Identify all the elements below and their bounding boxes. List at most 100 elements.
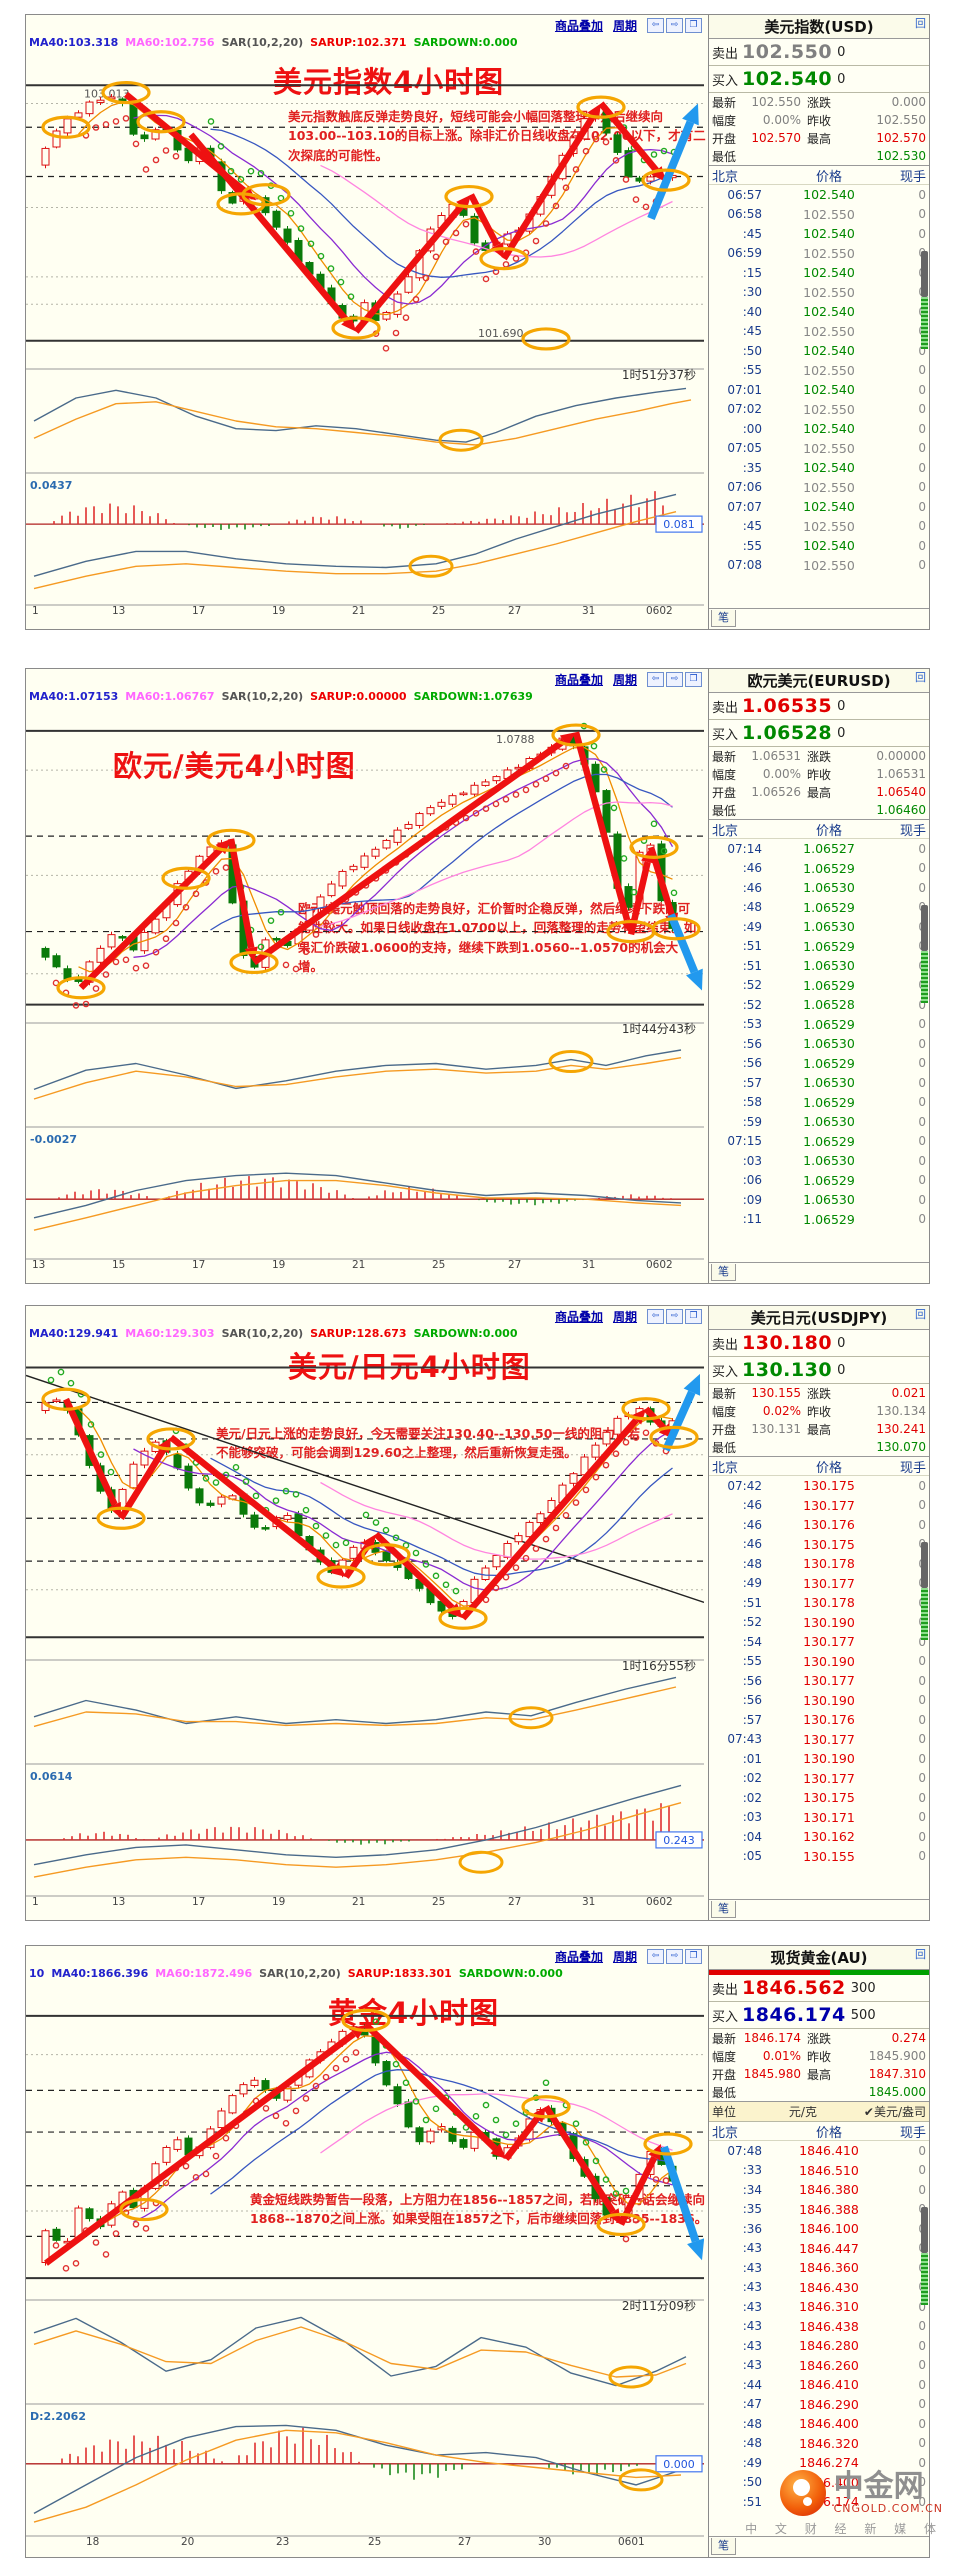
scrollbar[interactable] — [921, 1542, 928, 1640]
tick-price: 1.06530 — [803, 1192, 855, 1208]
candlestick-chart[interactable]: 103.013 101.690 0.0437 0.081 1 13 17 19 21 25 27 31… — [26, 53, 704, 615]
tick-volume: 0 — [918, 382, 926, 397]
prev-window-icon[interactable]: ⇦ — [647, 1949, 664, 1964]
tick-row: :11 1.06529 0 — [709, 1210, 929, 1230]
scrollbar[interactable] — [921, 905, 928, 1003]
tick-row: :06 1.06529 0 — [709, 1171, 929, 1191]
unit-cny-option[interactable]: 元/克 — [788, 2105, 817, 2119]
tick-price: 1846.510 — [799, 2162, 859, 2178]
header-volume: 现手 — [899, 169, 926, 185]
tick-time: :30 — [742, 285, 762, 300]
tick-time: :43 — [742, 2299, 762, 2314]
next-window-icon[interactable]: ⇨ — [666, 1309, 683, 1324]
overlay-commodity-link[interactable]: 商品叠加 — [554, 673, 603, 687]
field-label: 涨跌 — [807, 2031, 832, 2046]
tick-row: :46 1.06530 0 — [709, 878, 929, 898]
field-label: 最低 — [712, 2085, 737, 2100]
candlestick-chart[interactable]: D:2.2062 0.000 18 20 23 25 27 30 0601 — [26, 1984, 704, 2546]
tick-price: 130.178 — [803, 1595, 855, 1611]
tile-windows-icon[interactable]: ❐ — [685, 1309, 702, 1324]
tick-price: 1846.380 — [799, 2182, 859, 2198]
overlay-commodity-link[interactable]: 商品叠加 — [554, 1950, 603, 1964]
svg-text:0.0437: 0.0437 — [30, 479, 72, 492]
candlestick-chart[interactable]: 1.0788 -0.0027 13 15 17 19 21 25 27 31 0602 — [26, 707, 704, 1269]
tick-price: 1846.400 — [799, 2416, 859, 2432]
tick-price: 130.176 — [803, 1517, 855, 1533]
svg-text:17: 17 — [192, 1896, 205, 1906]
tick-time: :46 — [742, 861, 762, 876]
field-label: 昨收 — [807, 2049, 832, 2064]
period-link[interactable]: 周期 — [612, 19, 637, 33]
quote-panel: 欧元美元(EURUSD) 回 卖出 1.06535 0 买入 1.06528 0… — [708, 669, 929, 1283]
cngold-logo-icon — [779, 2470, 826, 2516]
tab-ticks[interactable]: 笔 — [711, 610, 736, 627]
tick-price: 1846.310 — [799, 2299, 859, 2315]
tick-row: :04 130.162 0 — [709, 1827, 929, 1847]
field-value: 102.570 — [876, 131, 926, 145]
panel-usd-index: 商品叠加 周期 ⇦ ⇨ ❐ MA40:103.318 MA60:102.756 SA… — [25, 14, 930, 630]
tick-time: :15 — [742, 265, 762, 280]
scrollbar[interactable] — [921, 251, 928, 349]
tick-row: :02 130.177 0 — [709, 1769, 929, 1789]
tab-ticks[interactable]: 笔 — [711, 1264, 736, 1281]
tick-time: 07:01 — [727, 382, 762, 397]
tick-price: 130.190 — [803, 1692, 855, 1708]
tick-time: :55 — [742, 1654, 762, 1669]
tick-volume: 0 — [918, 558, 926, 573]
overlay-commodity-link[interactable]: 商品叠加 — [554, 19, 603, 33]
next-window-icon[interactable]: ⇨ — [666, 1949, 683, 1964]
scrollbar[interactable] — [921, 2207, 928, 2305]
quote-summary-fields: 最新 1.06531 涨跌 0.00000 幅度 0.00% 昨收 1.06531 开盘 1.06… — [709, 747, 929, 820]
header-time: 北京 — [712, 1460, 739, 1476]
tick-time: 06:58 — [727, 207, 762, 222]
tile-windows-icon[interactable]: ❐ — [685, 672, 702, 687]
tick-time: :46 — [742, 880, 762, 895]
quote-field-row: 幅度 0.00% 昨收 102.550 — [709, 111, 929, 129]
ma-label: SARUP:102.371 — [310, 36, 407, 49]
prev-window-icon[interactable]: ⇦ — [647, 1309, 664, 1324]
tick-row: :44 1846.410 0 — [709, 2375, 929, 2395]
tick-time: :45 — [742, 324, 762, 339]
next-window-icon[interactable]: ⇨ — [666, 18, 683, 33]
tick-row: :55 102.550 0 — [709, 361, 929, 381]
maximize-icon[interactable]: 回 — [915, 17, 926, 30]
quote-field-row: 幅度 0.02% 昨收 130.134 — [709, 1402, 929, 1420]
bar-countdown: 1时51分37秒 — [621, 368, 696, 382]
tile-windows-icon[interactable]: ❐ — [685, 1949, 702, 1964]
field-label: 最新 — [712, 2031, 737, 2046]
overlay-commodity-link[interactable]: 商品叠加 — [554, 1310, 603, 1324]
quote-panel: 美元指数(USD) 回 卖出 102.550 0 买入 102.540 0 最新… — [708, 15, 929, 629]
tick-price: 130.178 — [803, 1556, 855, 1572]
tick-price: 1846.100 — [799, 2221, 859, 2237]
tab-ticks[interactable]: 笔 — [711, 1901, 736, 1918]
period-link[interactable]: 周期 — [612, 1950, 637, 1964]
buy-volume: 0 — [837, 1362, 846, 1378]
svg-text:30: 30 — [538, 2536, 551, 2546]
tab-ticks[interactable]: 笔 — [711, 2538, 736, 2555]
tile-windows-icon[interactable]: ❐ — [685, 18, 702, 33]
period-link[interactable]: 周期 — [612, 1310, 637, 1324]
field-value: 130.070 — [876, 1440, 926, 1454]
prev-window-icon[interactable]: ⇦ — [647, 18, 664, 33]
maximize-icon[interactable]: 回 — [915, 1948, 926, 1961]
tick-price: 1846.410 — [799, 2143, 859, 2159]
maximize-icon[interactable]: 回 — [915, 1308, 926, 1321]
next-window-icon[interactable]: ⇨ — [666, 672, 683, 687]
period-link[interactable]: 周期 — [612, 673, 637, 687]
tick-volume: 0 — [918, 363, 926, 378]
maximize-icon[interactable]: 回 — [915, 671, 926, 684]
tick-time: :52 — [742, 1615, 762, 1630]
tick-row: :57 1.06530 0 — [709, 1073, 929, 1093]
unit-usd-option[interactable]: ✔美元/盎司 — [863, 2105, 926, 2119]
candlestick-chart[interactable]: 0.0614 0.243 1 13 17 19 21 25 27 31 0602 — [26, 1344, 704, 1906]
tick-volume: 0 — [918, 1771, 926, 1786]
prev-window-icon[interactable]: ⇦ — [647, 672, 664, 687]
tick-time: 06:59 — [727, 246, 762, 261]
tick-price: 1846.438 — [799, 2318, 859, 2334]
tick-volume: 0 — [918, 1017, 926, 1032]
tick-volume: 0 — [918, 2436, 926, 2451]
tick-price: 1846.388 — [799, 2201, 859, 2217]
tick-row: :48 1846.400 0 — [709, 2414, 929, 2434]
